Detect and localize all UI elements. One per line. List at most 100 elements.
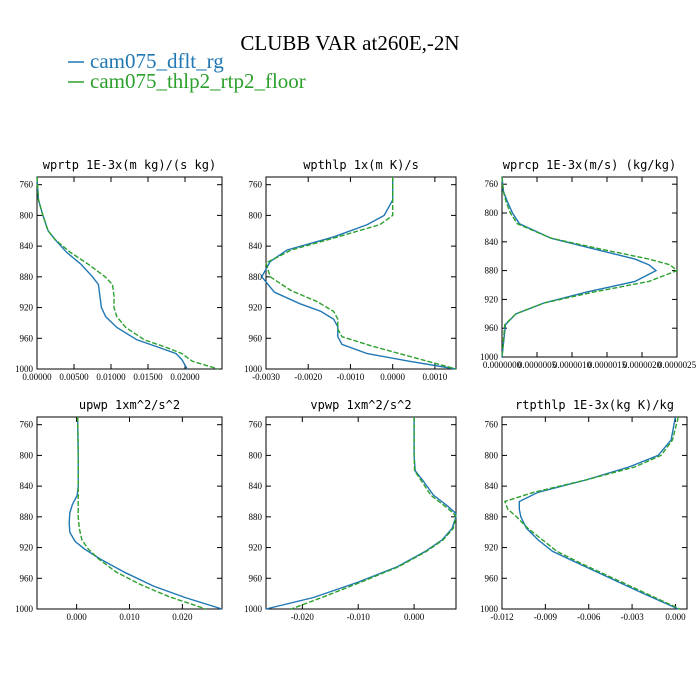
y-tick-label: 920 bbox=[485, 543, 499, 553]
y-tick-label: 880 bbox=[249, 512, 263, 522]
y-tick-label: 840 bbox=[485, 481, 499, 491]
panel-title: wpthlp 1x(m K)/s bbox=[303, 158, 419, 172]
plot-frame bbox=[265, 416, 457, 610]
panel-0: wprtp 1E-3x(m kg)/(s kg) 760 800 840 880 920 9… bbox=[15, 158, 223, 382]
y-tick-label: 760 bbox=[249, 180, 263, 190]
y-tick-label: 800 bbox=[485, 208, 499, 218]
y-tick-label: 960 bbox=[485, 323, 499, 333]
series-line-0 bbox=[36, 176, 188, 370]
y-tick-label: 960 bbox=[485, 573, 499, 583]
y-tick-label: 920 bbox=[20, 543, 34, 553]
y-tick-label: 920 bbox=[20, 303, 34, 313]
panel-1: wpthlp 1x(m K)/s7608008408809209601000-0… bbox=[244, 158, 457, 382]
y-tick-label: 1000 bbox=[15, 604, 34, 614]
series-line-1 bbox=[503, 416, 681, 610]
y-tick-label: 1000 bbox=[15, 364, 34, 374]
panel-5: rtpthlp 1E-3x(kg K)/kg 760 800 840 880 920 960… bbox=[480, 398, 688, 622]
y-tick-label: 840 bbox=[20, 481, 34, 491]
plot-frame bbox=[501, 416, 688, 610]
x-tick-label: 0.01000 bbox=[96, 372, 126, 382]
series-line-0 bbox=[260, 177, 457, 370]
x-tick-label: 0.0010 bbox=[423, 372, 448, 382]
series-line-1 bbox=[290, 417, 457, 610]
x-tick-label: 0.00500 bbox=[59, 372, 89, 382]
y-tick-label: 880 bbox=[485, 512, 499, 522]
y-tick-label: 880 bbox=[20, 272, 34, 282]
x-tick-label: 0.00000 bbox=[22, 372, 52, 382]
y-tick-label: 960 bbox=[20, 333, 34, 343]
y-tick-label: 960 bbox=[20, 573, 34, 583]
y-tick-label: 920 bbox=[249, 543, 263, 553]
y-tick-label: 800 bbox=[485, 450, 499, 460]
panel-title: rtpthlp 1E-3x(kg K)/kg bbox=[515, 398, 674, 412]
x-tick-label: -0.009 bbox=[534, 612, 558, 622]
x-tick-label: 0.000 bbox=[665, 612, 686, 622]
x-tick-label: -0.0020 bbox=[294, 372, 322, 382]
series-line-1 bbox=[36, 176, 219, 370]
y-tick-label: 920 bbox=[485, 294, 499, 304]
y-tick-label: 800 bbox=[249, 210, 263, 220]
figure-title: CLUBB VAR at260E,-2N bbox=[240, 31, 459, 55]
y-tick-label: 760 bbox=[485, 420, 499, 430]
x-tick-label: 0.0000005 bbox=[518, 360, 557, 370]
plot-frame bbox=[36, 416, 223, 610]
y-tick-label: 760 bbox=[20, 180, 34, 190]
x-tick-label: -0.010 bbox=[347, 612, 371, 622]
y-tick-label: 960 bbox=[249, 573, 263, 583]
x-tick-label: 0.0000010 bbox=[553, 360, 592, 370]
x-tick-label: 0.0000015 bbox=[588, 360, 627, 370]
y-tick-label: 800 bbox=[249, 450, 263, 460]
y-tick-label: 960 bbox=[249, 333, 263, 343]
y-tick-label: 800 bbox=[20, 210, 34, 220]
y-tick-label: 760 bbox=[485, 179, 499, 189]
y-tick-label: 1000 bbox=[480, 604, 499, 614]
panel-4: vpwp 1xm^2/s^2 760 800 840 880 920 960 1000 -0.0… bbox=[244, 398, 457, 622]
y-tick-label: 840 bbox=[249, 481, 263, 491]
legend-label-0: cam075_dflt_rg bbox=[90, 49, 224, 73]
series-line-0 bbox=[501, 176, 658, 358]
y-tick-label: 1000 bbox=[480, 352, 499, 362]
panel-3: upwp 1xm^2/s^2 760 800 840 880 920 960 1000 0.00… bbox=[15, 398, 223, 622]
series-line-1 bbox=[77, 416, 207, 610]
y-tick-label: 840 bbox=[20, 241, 34, 251]
x-tick-label: 0.02000 bbox=[170, 372, 200, 382]
y-tick-label: 760 bbox=[20, 420, 34, 430]
series-line-0 bbox=[518, 416, 679, 610]
plot-frame bbox=[501, 176, 678, 358]
x-tick-label: -0.006 bbox=[577, 612, 601, 622]
x-tick-label: 0.000 bbox=[404, 612, 425, 622]
x-tick-label: -0.012 bbox=[490, 612, 513, 622]
x-tick-label: 0.01500 bbox=[133, 372, 163, 382]
legend-label-1: cam075_thlp2_rtp2_floor bbox=[90, 69, 306, 93]
series-line-1 bbox=[265, 177, 457, 370]
x-tick-label: 0.010 bbox=[119, 612, 140, 622]
plot-frame bbox=[36, 176, 223, 370]
series-line-1 bbox=[501, 176, 679, 358]
y-tick-label: 800 bbox=[20, 450, 34, 460]
y-tick-label: 920 bbox=[249, 303, 263, 313]
x-tick-label: -0.020 bbox=[291, 612, 315, 622]
x-tick-label: 0.000 bbox=[67, 612, 88, 622]
x-tick-label: 0.0000 bbox=[380, 372, 405, 382]
y-tick-label: 760 bbox=[249, 420, 263, 430]
x-tick-label: -0.0030 bbox=[252, 372, 280, 382]
panel-title: upwp 1xm^2/s^2 bbox=[79, 398, 180, 412]
x-tick-label: -0.003 bbox=[620, 612, 644, 622]
y-tick-label: 880 bbox=[249, 272, 263, 282]
y-tick-label: 840 bbox=[249, 241, 263, 251]
panel-2: wprcp 1E-3x(m/s) (kg/kg) 760 800 840 880 920 9… bbox=[480, 158, 697, 370]
y-tick-label: 1000 bbox=[244, 364, 263, 374]
y-tick-label: 880 bbox=[20, 512, 34, 522]
panels: wprtp 1E-3x(m kg)/(s kg) 760 800 840 880 920 9… bbox=[15, 158, 697, 622]
series-line-0 bbox=[68, 416, 223, 610]
x-tick-label: 0.0000020 bbox=[623, 360, 662, 370]
panel-title: wprcp 1E-3x(m/s) (kg/kg) bbox=[503, 158, 676, 172]
x-tick-label: 0.0000025 bbox=[658, 360, 697, 370]
x-tick-label: -0.0010 bbox=[337, 372, 365, 382]
x-tick-label: 0.0000000 bbox=[483, 360, 522, 370]
series-line-0 bbox=[265, 417, 457, 610]
y-tick-label: 840 bbox=[485, 237, 499, 247]
